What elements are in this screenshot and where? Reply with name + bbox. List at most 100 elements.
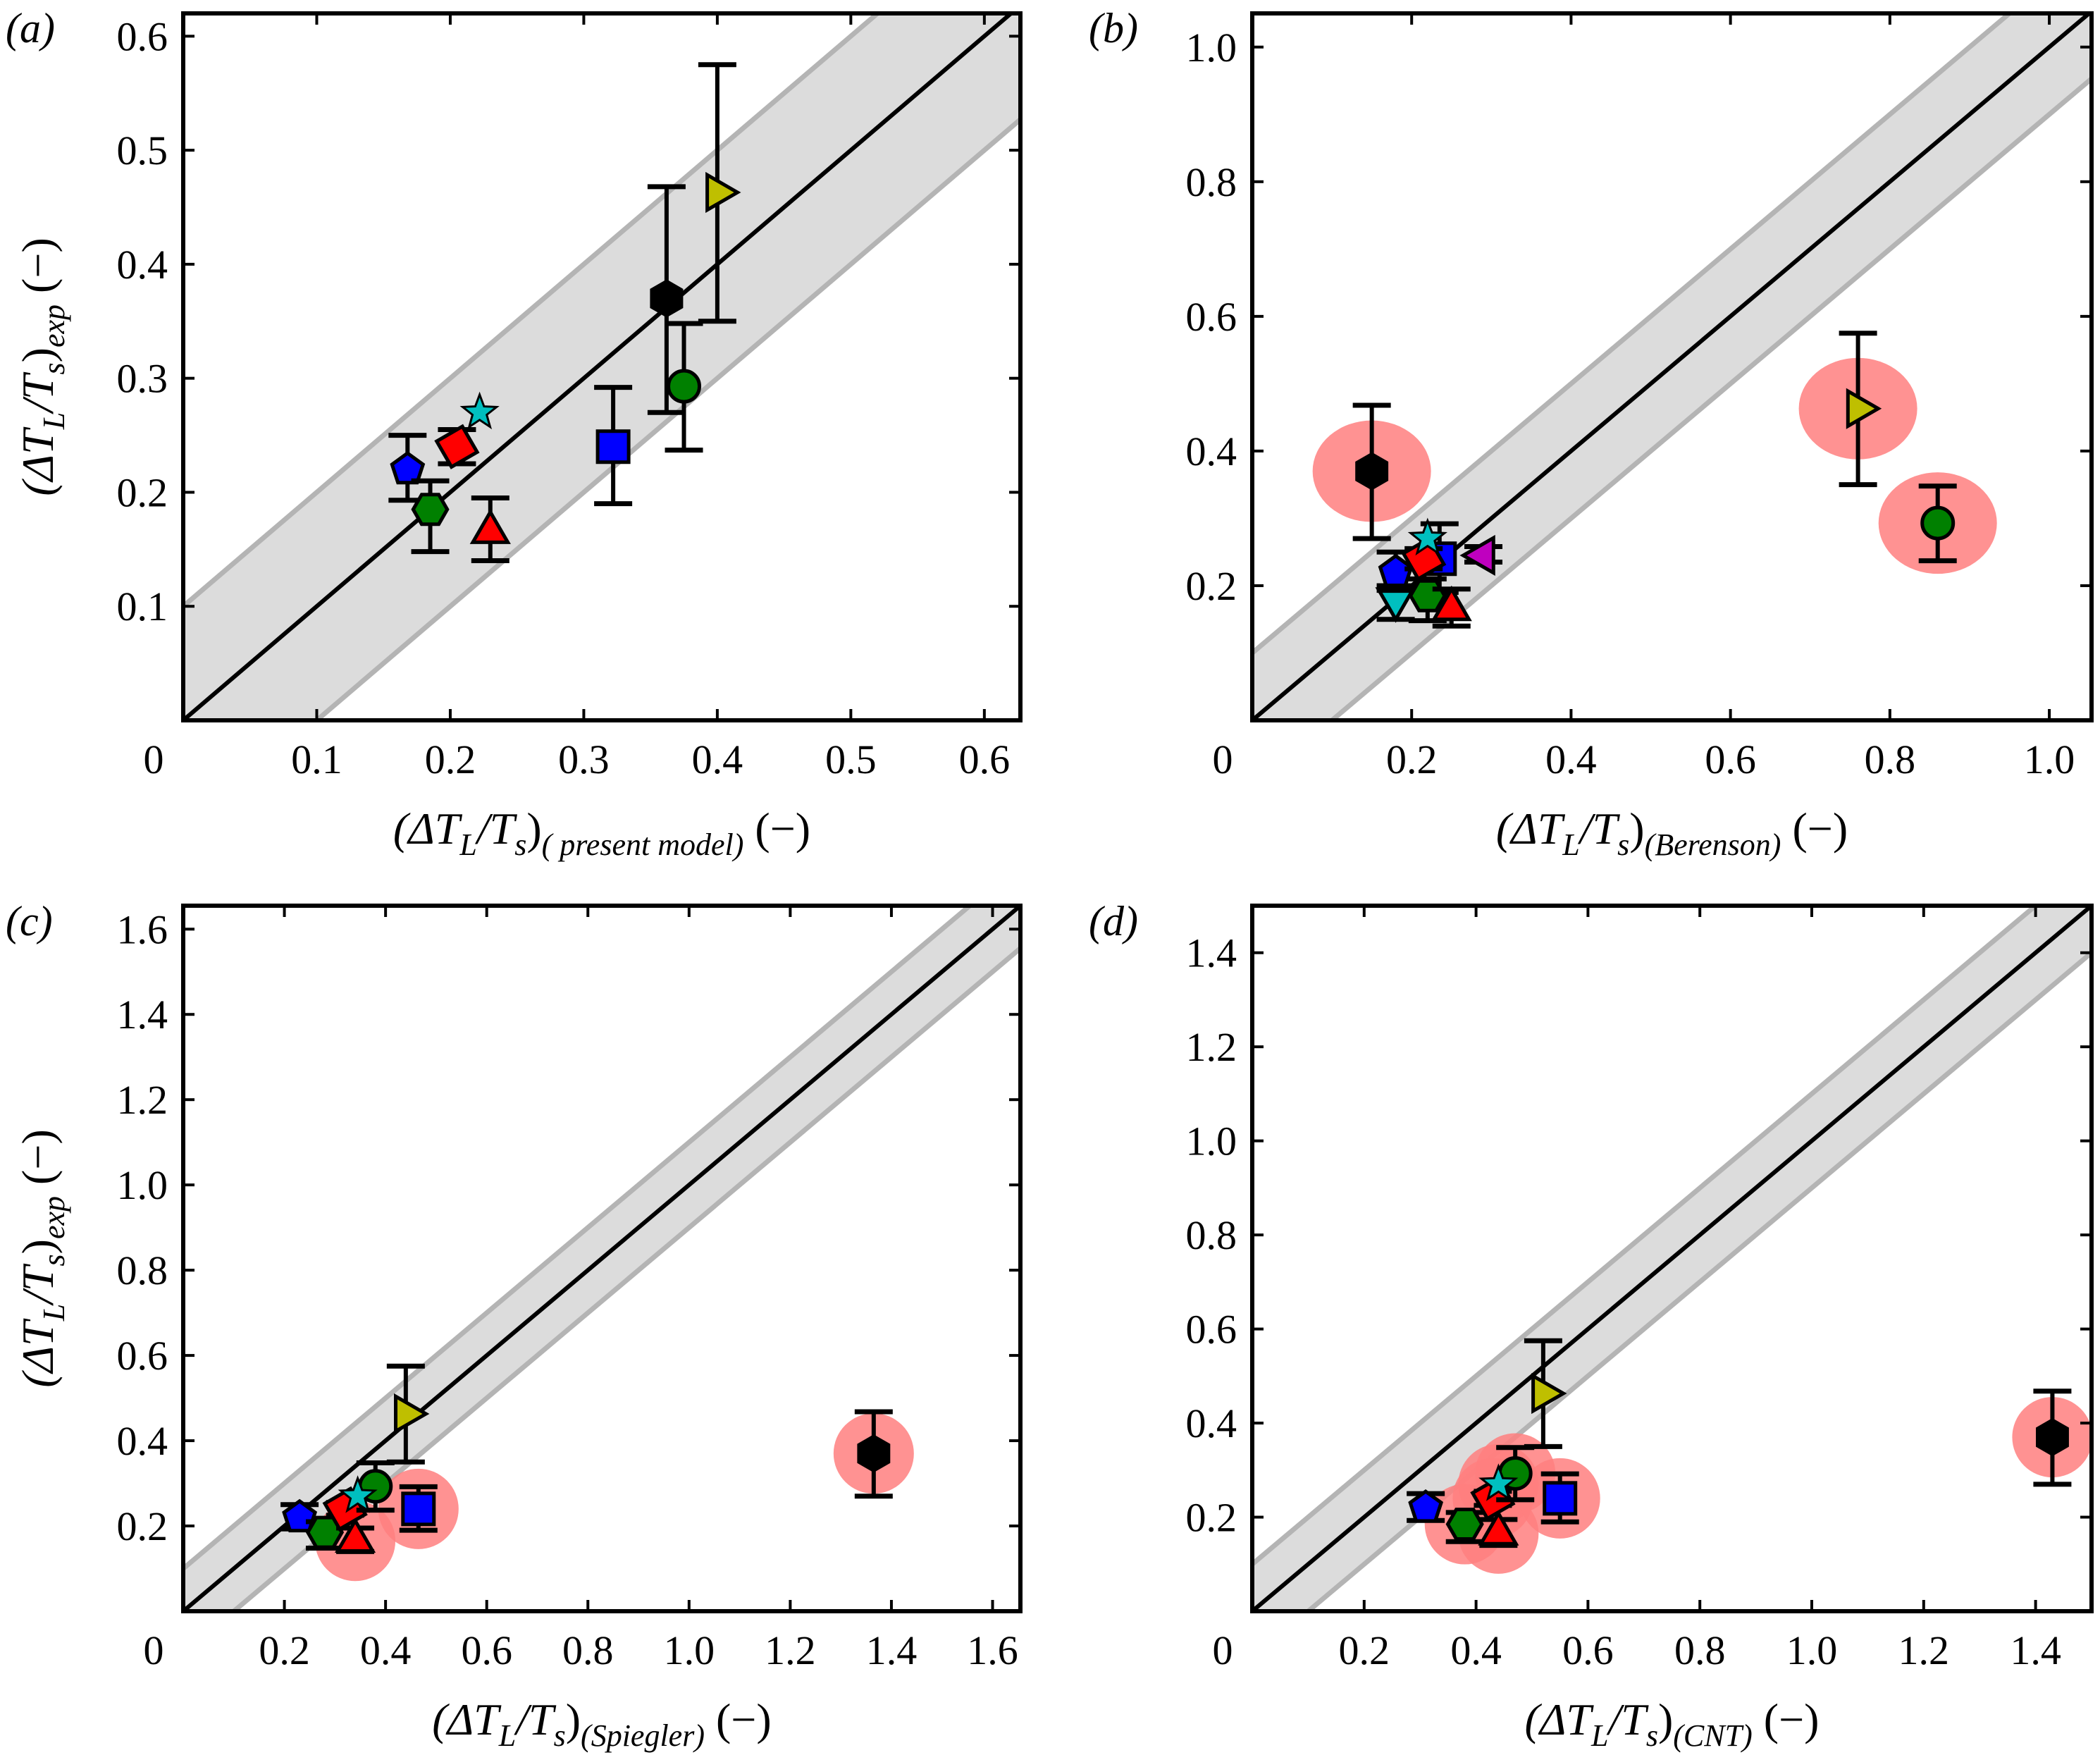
- label-part-mid: /T: [475, 803, 518, 854]
- data-point: [1839, 331, 1882, 488]
- triangle-up-marker: [469, 508, 511, 544]
- data-point: [1524, 1338, 1567, 1449]
- x-tick-label: 0.6: [1562, 1627, 1614, 1673]
- x-tick-label: 0.8: [562, 1627, 614, 1673]
- label-part-s2: s: [37, 1254, 71, 1266]
- hexagon-flat-marker: [411, 493, 450, 526]
- label-part-s1: L: [459, 827, 476, 862]
- x-axis-label: (ΔTL/Ts)(Spiegler) (−): [432, 1694, 771, 1753]
- y-tick-label: 0.3: [117, 356, 168, 402]
- x-tick-label: 1.2: [1898, 1627, 1950, 1673]
- label-part-close: ): [13, 347, 63, 362]
- label-part-s3: (Spiegler): [581, 1718, 705, 1753]
- panel-b: 0 0.2 0.4 0.6 0.8 1.00.20.40.60.81.0(ΔTL/Ts)(…: [1089, 5, 2094, 862]
- x-tick-label: 0.1: [291, 737, 342, 782]
- data-point: [1445, 1508, 1484, 1544]
- data-point: [469, 495, 511, 564]
- data-point: [386, 1363, 430, 1465]
- label-part-s3: (Berenson): [1645, 827, 1781, 862]
- data-point: [698, 62, 741, 324]
- x-axis-label: (ΔTL/Ts)(CNT) (−): [1525, 1694, 1820, 1753]
- label-part-unit: (−): [1753, 1694, 1820, 1744]
- label-part-s2: s: [1617, 827, 1629, 862]
- triangle-right-marker: [1846, 388, 1882, 429]
- y-tick-label: 0.5: [117, 128, 168, 173]
- y-tick-label: 0.8: [1186, 1212, 1237, 1258]
- data-point: [459, 391, 500, 430]
- square-marker: [401, 1491, 436, 1527]
- data-point: [1478, 1510, 1519, 1548]
- x-tick-label: 0: [1213, 737, 1233, 782]
- x-tick-label: 0.6: [959, 737, 1011, 782]
- data-point: [334, 1517, 376, 1554]
- y-tick-label: 0.2: [1186, 563, 1237, 609]
- circle-marker: [667, 369, 702, 404]
- hexagon-marker: [2036, 1418, 2069, 1457]
- triangle-up-marker: [1478, 1510, 1519, 1546]
- y-tick-label: 1.0: [1186, 1119, 1237, 1164]
- parity-line: [183, 906, 1020, 1611]
- parity-line: [1252, 906, 2092, 1611]
- label-part-s2: s: [37, 362, 71, 374]
- label-part-unit: (−): [743, 803, 810, 854]
- label-part-s3: exp: [37, 304, 71, 347]
- label-part-s3: (CNT): [1673, 1718, 1752, 1753]
- plot-area: [1252, 906, 2092, 1611]
- x-tick-label: 0.4: [692, 737, 743, 782]
- x-tick-label: 0.5: [825, 737, 877, 782]
- plot-area: [183, 13, 1020, 720]
- y-tick-label: 1.4: [117, 992, 168, 1037]
- square-marker: [1543, 1481, 1578, 1516]
- data-point: [1540, 1471, 1579, 1525]
- label-part-close: ): [13, 1239, 63, 1254]
- hexagon-marker: [1355, 452, 1389, 491]
- x-tick-label: 1.0: [2024, 737, 2075, 782]
- plot-area: [183, 906, 1020, 1611]
- data-point: [388, 433, 427, 503]
- star-marker: [1407, 517, 1447, 556]
- x-tick-label: 1.2: [765, 1627, 816, 1673]
- label-part-close: ): [526, 803, 541, 854]
- panel-a: 0 0.1 0.2 0.3 0.4 0.5 0.6 0.1 0.2 0.3 0.4 0.5 0.6 (ΔT…: [6, 5, 1023, 862]
- x-tick-label: 0.8: [1865, 737, 1916, 782]
- triangle-right-marker: [705, 171, 741, 214]
- x-tick-label: 0: [1213, 1627, 1233, 1673]
- data-point: [399, 1484, 438, 1533]
- label-part-mid: /T: [1606, 1694, 1649, 1744]
- label-part-s1: L: [37, 412, 71, 430]
- x-tick-label: 0: [144, 737, 164, 782]
- label-part-pre: (ΔT: [13, 1318, 63, 1388]
- label-part-s2: s: [554, 1718, 566, 1753]
- x-tick-label: 0.2: [1339, 1627, 1390, 1673]
- axes-frame: [181, 11, 1023, 722]
- x-tick-label: 1.0: [1786, 1627, 1838, 1673]
- label-part-unit: (−): [13, 1129, 63, 1196]
- label-part-mid: /T: [514, 1694, 557, 1744]
- label-part-s1: L: [1562, 827, 1579, 862]
- data-point: [1478, 1463, 1519, 1501]
- label-part-mid: /T: [13, 1263, 63, 1306]
- label-part-mid: /T: [1578, 803, 1621, 854]
- band-upper-edge: [183, 906, 972, 1571]
- label-part-s1: L: [498, 1718, 516, 1753]
- star-marker: [1478, 1463, 1519, 1501]
- axes-frame: [1250, 11, 2094, 722]
- x-tick-label: 0.6: [1705, 737, 1756, 782]
- label-part-close: ): [566, 1694, 581, 1744]
- data-point: [1431, 585, 1472, 629]
- y-tick-label: 0.6: [117, 1333, 168, 1379]
- y-tick-label: 0.4: [117, 1418, 168, 1464]
- label-part-pre: (ΔT: [1525, 1694, 1595, 1744]
- x-axis-label: (ΔTL/Ts)(Berenson) (−): [1496, 803, 1848, 862]
- data-point: [1459, 534, 1503, 577]
- x-tick-label: 0.4: [1450, 1627, 1502, 1673]
- triangle-right-marker: [1531, 1372, 1567, 1415]
- hexagon-flat-marker: [1408, 579, 1447, 612]
- y-tick-label: 0.6: [1186, 294, 1237, 340]
- data-point: [854, 1409, 893, 1499]
- y-tick-label: 0.2: [1186, 1495, 1237, 1541]
- y-tick-label: 1.0: [117, 1162, 168, 1208]
- x-tick-label: 0.2: [1386, 737, 1438, 782]
- data-point: [1918, 484, 1957, 564]
- label-part-unit: (−): [1781, 803, 1848, 854]
